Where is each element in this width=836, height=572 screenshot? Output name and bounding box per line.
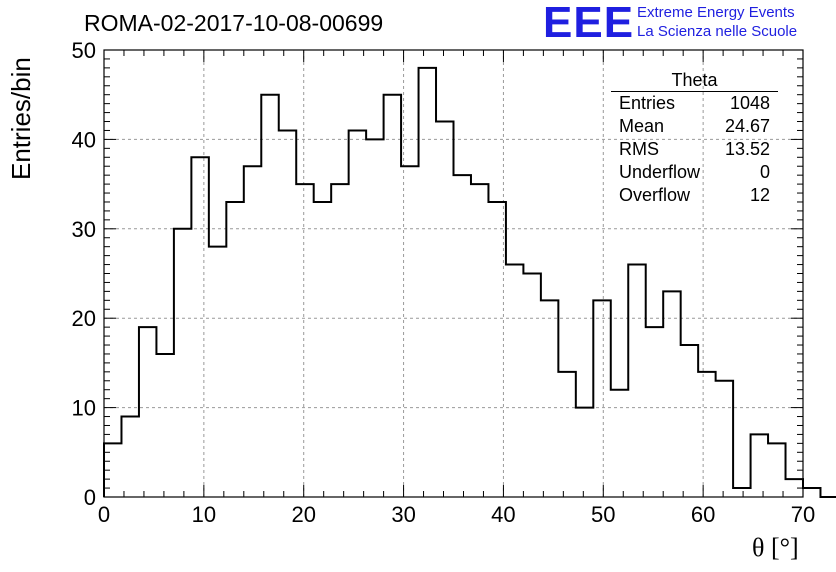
stats-value: 1048 bbox=[729, 93, 770, 113]
x-tick-label: 60 bbox=[691, 502, 715, 527]
stats-row-mean: Mean 24.67 bbox=[611, 115, 778, 138]
y-tick-label: 50 bbox=[72, 38, 96, 63]
x-tick-label: 40 bbox=[491, 502, 515, 527]
eee-logo: EEE bbox=[543, 0, 635, 47]
x-tick-label: 50 bbox=[591, 502, 615, 527]
x-tick-label: 30 bbox=[391, 502, 415, 527]
stats-value: 13.52 bbox=[724, 139, 770, 159]
stats-value: 0 bbox=[759, 162, 770, 182]
x-tick-label: 70 bbox=[791, 502, 815, 527]
stats-row-overflow: Overflow 12 bbox=[611, 184, 778, 207]
stats-row-entries: Entries 1048 bbox=[611, 92, 778, 115]
logo-line-1: Extreme Energy Events bbox=[637, 4, 795, 21]
chart-title: ROMA-02-2017-10-08-00699 bbox=[84, 10, 384, 36]
stats-title: Theta bbox=[611, 70, 778, 92]
y-tick-label: 30 bbox=[72, 217, 96, 242]
y-tick-label: 10 bbox=[72, 396, 96, 421]
stats-label: Underflow bbox=[619, 162, 701, 182]
stats-label: Entries bbox=[619, 93, 676, 113]
y-tick-label: 20 bbox=[72, 306, 96, 331]
stats-value: 24.67 bbox=[724, 116, 770, 136]
stats-row-rms: RMS 13.52 bbox=[611, 138, 778, 161]
stats-label: Overflow bbox=[619, 185, 691, 205]
logo-line-2: La Scienza nelle Scuole bbox=[637, 23, 798, 40]
y-tick-label: 0 bbox=[84, 485, 96, 510]
stats-value: 12 bbox=[749, 185, 770, 205]
stats-box: Theta Entries 1048 Mean 24.67 RMS 13.52 … bbox=[611, 70, 778, 207]
stats-label: RMS bbox=[619, 139, 659, 159]
x-tick-label: 10 bbox=[192, 502, 216, 527]
logo-caption: Extreme Energy Events La Scienza nelle S… bbox=[637, 3, 797, 41]
x-axis-label: θ [°] bbox=[752, 533, 799, 562]
y-tick-label: 40 bbox=[72, 127, 96, 152]
x-tick-label: 0 bbox=[98, 502, 110, 527]
x-tick-label: 20 bbox=[291, 502, 315, 527]
histogram-series bbox=[103, 66, 836, 498]
stats-row-underflow: Underflow 0 bbox=[611, 161, 778, 184]
stats-label: Mean bbox=[619, 116, 665, 136]
